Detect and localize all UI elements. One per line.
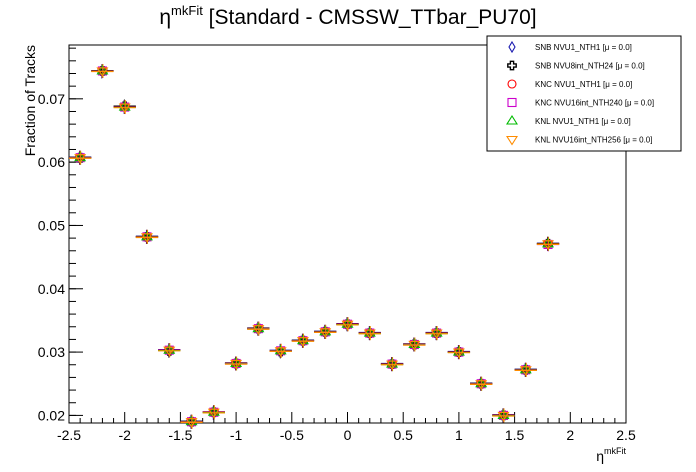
legend-marker bbox=[507, 60, 517, 71]
legend-label: KNL NVU16int_NTH256 [μ = 0.0] bbox=[535, 136, 652, 145]
data-point bbox=[274, 344, 287, 355]
x-tick-label: 1 bbox=[455, 427, 463, 443]
legend-label: KNC NVU1_NTH1 [μ = 0.0] bbox=[535, 80, 632, 89]
legend-marker bbox=[506, 114, 518, 125]
legend-marker bbox=[508, 40, 516, 54]
chart-title-rest: [Standard - CMSSW_TTbar_PU70] bbox=[203, 6, 537, 29]
data-point bbox=[296, 337, 309, 347]
data-point bbox=[319, 325, 332, 336]
data-point bbox=[452, 346, 465, 356]
x-axis-label: ηmkFit bbox=[596, 446, 626, 464]
data-points bbox=[69, 63, 560, 429]
data-point bbox=[430, 329, 443, 340]
data-point bbox=[452, 348, 465, 359]
legend-label: KNL NVU1_NTH1 [μ = 0.0] bbox=[535, 117, 631, 126]
data-point bbox=[96, 67, 109, 77]
data-point bbox=[96, 64, 109, 75]
data-point bbox=[386, 358, 399, 368]
data-point bbox=[230, 357, 243, 368]
data-point bbox=[296, 334, 309, 345]
data-point bbox=[185, 415, 198, 426]
data-point bbox=[185, 418, 198, 428]
x-tick-label: 0 bbox=[344, 427, 352, 443]
chart-title-superscript: mkFit bbox=[171, 3, 203, 18]
data-point bbox=[475, 380, 488, 390]
legend-label: KNC NVU16int_NTH240 [μ = 0.0] bbox=[535, 99, 654, 108]
y-axis-label: Fraction of Tracks bbox=[22, 45, 38, 156]
chart-title-symbol: η bbox=[159, 6, 171, 29]
data-point bbox=[408, 340, 421, 351]
data-point bbox=[519, 363, 532, 374]
data-point bbox=[74, 151, 87, 162]
data-point bbox=[74, 154, 87, 164]
data-point bbox=[542, 237, 555, 248]
x-axis-ticks: -2.5 -2 -1.5 -1 -0.5 0 0.5 1 1.5 2 2.5 bbox=[57, 412, 636, 443]
data-point bbox=[497, 411, 510, 422]
data-point bbox=[363, 327, 376, 337]
data-point bbox=[252, 322, 265, 333]
data-point bbox=[140, 230, 153, 241]
data-point bbox=[519, 366, 532, 376]
data-point bbox=[118, 101, 131, 111]
legend-box bbox=[486, 35, 682, 152]
y-tick-label: 0.02 bbox=[38, 407, 65, 423]
x-tick-label: 1.5 bbox=[505, 427, 525, 443]
data-point bbox=[140, 233, 153, 243]
data-point bbox=[475, 377, 488, 388]
data-point bbox=[386, 360, 399, 371]
data-point bbox=[252, 325, 265, 335]
data-point bbox=[341, 320, 354, 331]
data-point bbox=[341, 318, 354, 328]
x-tick-label: 2.5 bbox=[616, 427, 636, 443]
x-axis-label-symbol: η bbox=[596, 448, 604, 464]
x-axis-label-superscript: mkFit bbox=[604, 446, 626, 456]
data-point bbox=[230, 359, 243, 370]
data-point bbox=[118, 103, 131, 114]
y-tick-label: 0.04 bbox=[38, 281, 65, 297]
legend-marker bbox=[507, 79, 517, 89]
data-point bbox=[542, 240, 555, 250]
y-tick-label: 0.05 bbox=[38, 217, 65, 233]
legend-marker bbox=[506, 135, 518, 146]
data-point bbox=[274, 347, 287, 357]
data-point bbox=[363, 329, 376, 340]
data-point bbox=[408, 338, 421, 349]
data-point bbox=[430, 327, 443, 337]
legend-label: SNB NVU8int_NTH24 [μ = 0.0] bbox=[535, 62, 645, 71]
legend-label: SNB NVU1_NTH1 [μ = 0.0] bbox=[535, 43, 632, 52]
data-point bbox=[163, 344, 176, 354]
y-axis-ticks: 0.02 0.03 0.04 0.05 0.06 0.07 bbox=[38, 47, 83, 423]
y-tick-label: 0.06 bbox=[38, 154, 65, 170]
data-point bbox=[163, 346, 176, 357]
legend: SNB NVU1_NTH1 [μ = 0.0] SNB NVU8int_NTH24… bbox=[486, 35, 682, 152]
x-tick-label: -2 bbox=[118, 427, 131, 443]
legend-marker bbox=[507, 97, 517, 108]
x-tick-label: -1.5 bbox=[168, 427, 192, 443]
x-tick-label: 0.5 bbox=[393, 427, 413, 443]
x-tick-label: 2 bbox=[566, 427, 574, 443]
data-point bbox=[207, 408, 220, 419]
x-tick-label: -2.5 bbox=[57, 427, 81, 443]
chart-title: ηmkFit [Standard - CMSSW_TTbar_PU70] bbox=[159, 3, 536, 29]
data-point bbox=[319, 328, 332, 338]
data-point bbox=[497, 409, 510, 419]
x-tick-label: -1 bbox=[230, 427, 243, 443]
data-point bbox=[207, 406, 220, 416]
y-tick-label: 0.03 bbox=[38, 344, 65, 360]
y-tick-label: 0.07 bbox=[38, 91, 65, 107]
x-tick-label: -0.5 bbox=[280, 427, 304, 443]
